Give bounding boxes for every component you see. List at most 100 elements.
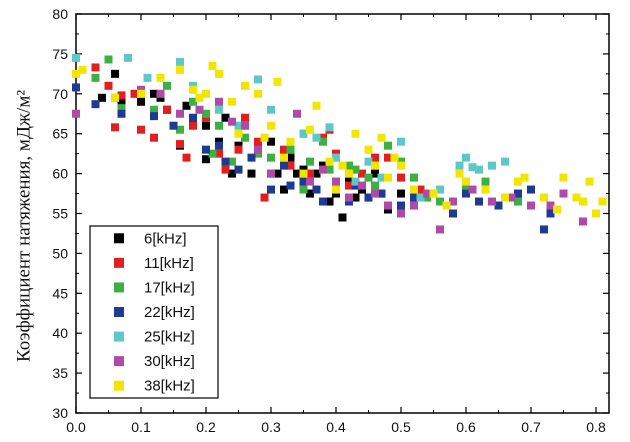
- data-point: [332, 177, 340, 186]
- data-point: [371, 181, 379, 190]
- data-point: [267, 105, 275, 114]
- data-point: [312, 169, 321, 178]
- data-point: [215, 149, 223, 158]
- data-point: [397, 137, 405, 146]
- data-point: [234, 165, 243, 174]
- data-point: [397, 189, 405, 198]
- data-point: [241, 81, 249, 90]
- data-point: [221, 113, 230, 122]
- data-point: [358, 169, 366, 178]
- data-point: [312, 185, 321, 194]
- data-point: [241, 113, 249, 122]
- data-point: [189, 85, 197, 94]
- data-point: [293, 169, 301, 178]
- data-point: [254, 145, 262, 154]
- data-point: [338, 161, 347, 170]
- data-point: [228, 97, 236, 106]
- legend-label: 6[kHz]: [144, 230, 187, 247]
- data-point: [416, 193, 425, 202]
- data-point: [358, 181, 366, 190]
- data-point: [345, 161, 353, 170]
- data-point: [579, 217, 587, 226]
- series-7: [72, 61, 607, 218]
- legend-swatch: [114, 257, 124, 268]
- data-point: [78, 65, 87, 74]
- data-point: [150, 112, 158, 121]
- data-point: [410, 201, 418, 210]
- data-point: [455, 161, 464, 170]
- data-point: [247, 153, 256, 162]
- data-point: [429, 189, 438, 198]
- data-point: [143, 73, 152, 82]
- data-point: [332, 153, 340, 162]
- data-point: [397, 209, 405, 218]
- data-point: [319, 165, 327, 174]
- legend-swatch: [114, 282, 124, 293]
- data-point: [397, 173, 405, 182]
- data-point: [416, 185, 425, 194]
- y-axis-label: Коэффициент натяжения, мДж/м²: [13, 90, 34, 362]
- x-tick-label: 0.0: [66, 419, 86, 435]
- data-point: [267, 169, 275, 178]
- data-point: [501, 157, 509, 166]
- data-point: [371, 153, 379, 162]
- data-point: [176, 140, 184, 149]
- legend: 6[kHz] 11[kHz] 17[kHz] 22[kHz] 25[kHz] 30[kHz…: [89, 225, 219, 399]
- x-tick-label: 0.5: [391, 419, 411, 435]
- data-point: [254, 89, 262, 98]
- series-5: [72, 53, 509, 202]
- data-point: [299, 177, 308, 186]
- legend-swatch: [114, 307, 124, 317]
- data-point: [351, 177, 360, 186]
- data-point: [91, 73, 100, 82]
- y-tick-label: 45: [52, 285, 68, 301]
- data-point: [306, 169, 314, 178]
- y-tick-label: 60: [52, 166, 68, 182]
- data-point: [117, 109, 126, 118]
- data-point: [273, 77, 282, 86]
- data-point: [130, 89, 139, 98]
- x-tick-label: 0.3: [261, 419, 281, 435]
- y-tick-label: 30: [52, 405, 68, 421]
- data-point: [559, 189, 568, 198]
- data-point: [286, 137, 295, 146]
- data-point: [377, 189, 386, 198]
- data-point: [475, 197, 483, 206]
- data-point: [390, 153, 399, 162]
- data-point: [371, 189, 379, 198]
- data-point: [273, 169, 282, 178]
- data-point: [280, 161, 288, 170]
- data-point: [195, 93, 204, 102]
- data-point: [572, 193, 581, 202]
- data-point: [215, 141, 223, 150]
- data-point: [540, 225, 548, 234]
- data-point: [527, 185, 535, 194]
- data-point: [501, 193, 509, 202]
- data-point: [384, 153, 392, 162]
- data-point: [286, 145, 295, 154]
- data-point: [215, 121, 223, 130]
- data-point: [215, 97, 223, 106]
- data-point: [384, 201, 392, 210]
- legend-swatch: [114, 233, 124, 244]
- data-point: [267, 121, 275, 130]
- data-point: [280, 145, 288, 154]
- data-point: [351, 129, 360, 138]
- data-point: [221, 157, 230, 166]
- data-point: [540, 193, 548, 202]
- data-point: [527, 201, 535, 210]
- data-point: [397, 161, 405, 170]
- data-point: [241, 121, 249, 130]
- data-point: [384, 173, 392, 182]
- legend-label: 30[kHz]: [144, 353, 195, 370]
- data-point: [410, 193, 418, 202]
- x-tick-label: 0.8: [586, 419, 606, 435]
- data-point: [598, 197, 607, 206]
- data-point: [202, 109, 210, 118]
- data-point: [371, 169, 379, 178]
- data-point: [410, 185, 418, 194]
- data-point: [546, 201, 555, 210]
- data-point: [306, 125, 314, 134]
- data-point: [364, 145, 373, 154]
- data-point: [215, 105, 223, 114]
